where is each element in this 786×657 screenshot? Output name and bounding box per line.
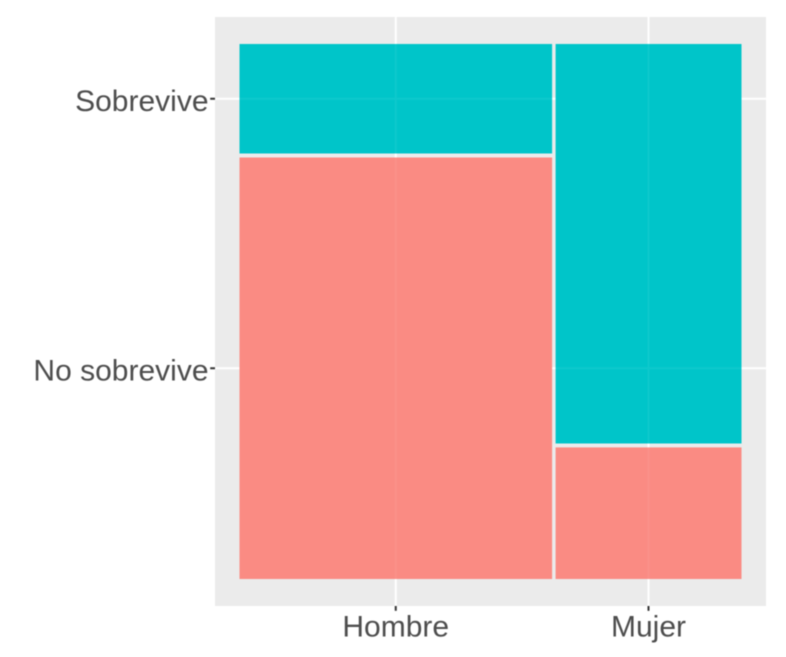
svg-text:No sobrevive: No sobrevive — [33, 355, 208, 388]
svg-text:Hombre: Hombre — [342, 611, 449, 644]
svg-text:Mujer: Mujer — [611, 611, 686, 644]
svg-text:Sobrevive: Sobrevive — [75, 85, 208, 118]
